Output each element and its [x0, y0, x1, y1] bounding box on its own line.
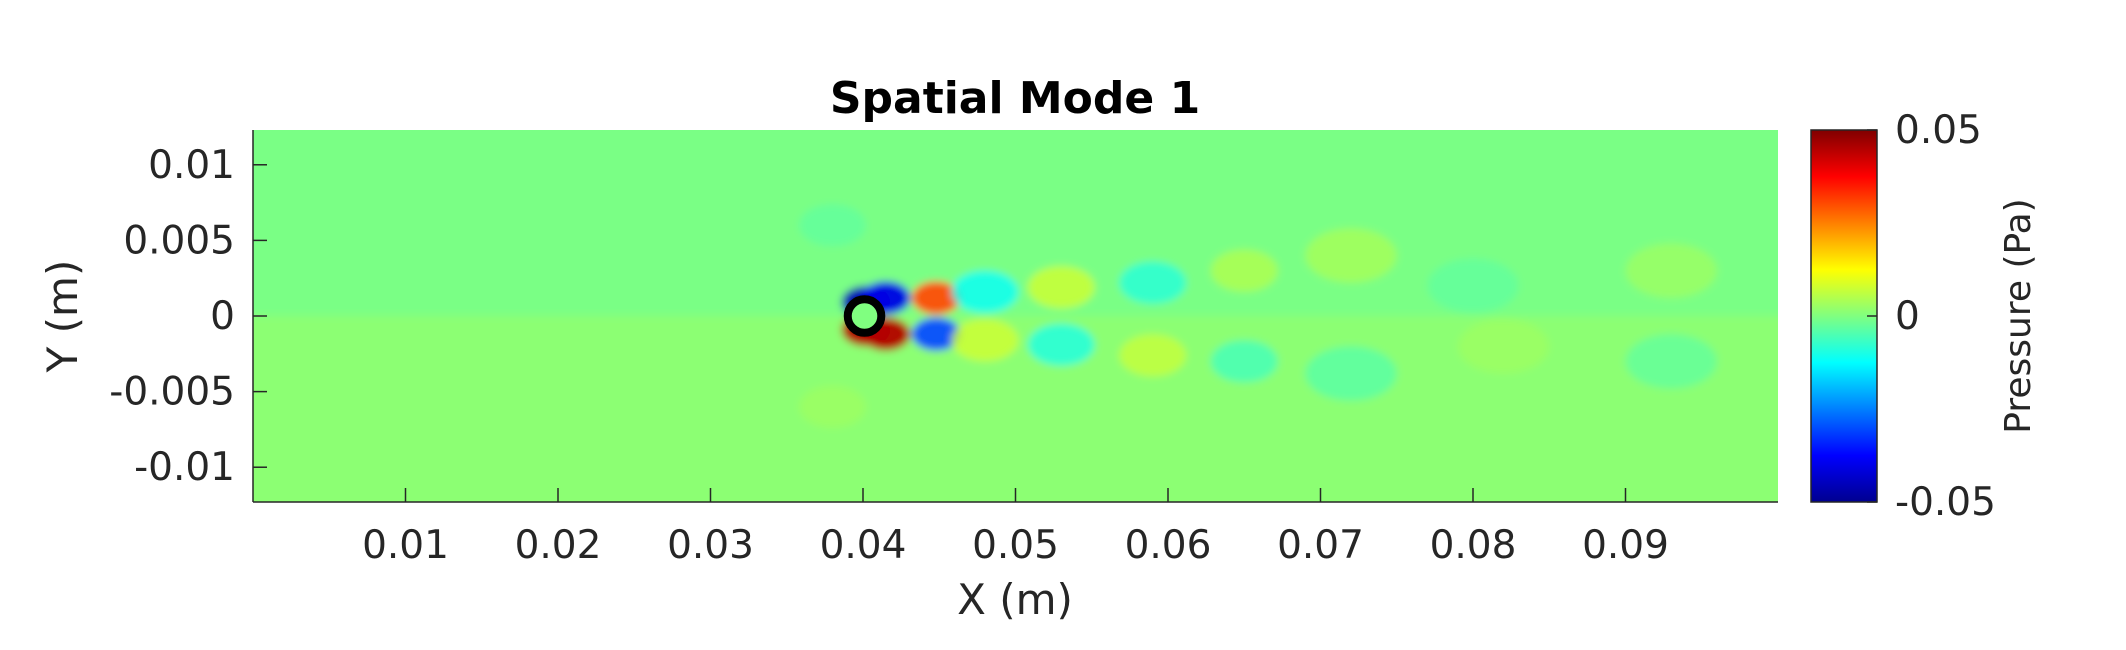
colorbar-ticks: 0.05 0 -0.05 [1867, 108, 1996, 525]
colorbar: 0.05 0 -0.05 Pressure (Pa) [1810, 108, 2039, 525]
field-feature [798, 204, 867, 247]
y-axis-label: Y (m) [38, 260, 87, 374]
x-ticks: 0.01 0.02 0.03 0.04 0.05 0.06 0.07 0.08 0.09 [362, 488, 1669, 568]
field-feature [911, 281, 961, 315]
field-feature [911, 317, 961, 351]
y-tick-label: 0 [210, 294, 235, 339]
field-feature [1210, 340, 1278, 383]
x-tick-label: 0.06 [1125, 523, 1212, 568]
field-feature [1027, 323, 1095, 366]
x-tick-label: 0.03 [667, 523, 754, 568]
y-tick-label: -0.005 [109, 370, 235, 415]
y-tick-label: 0.01 [148, 143, 235, 188]
field-feature [1625, 243, 1717, 298]
field-feature [1210, 249, 1278, 292]
chart-title: Spatial Mode 1 [830, 73, 1200, 124]
pressure-field [253, 130, 1778, 502]
field-feature [1119, 261, 1187, 304]
field-feature [951, 319, 1019, 362]
x-tick-label: 0.08 [1430, 523, 1517, 568]
x-tick-label: 0.07 [1277, 523, 1364, 568]
colorbar-tick-label: -0.05 [1895, 480, 1996, 525]
colorbar-tick-label: 0 [1895, 294, 1920, 339]
field-feature [1625, 334, 1717, 389]
plot-area [253, 130, 1778, 502]
x-tick-label: 0.09 [1582, 523, 1669, 568]
x-tick-label: 0.02 [515, 523, 602, 568]
x-tick-label: 0.04 [820, 523, 907, 568]
colorbar-label: Pressure (Pa) [1998, 198, 2039, 433]
field-feature [1027, 266, 1095, 309]
colorbar-tick-label: 0.05 [1895, 108, 1982, 153]
field-feature [1305, 228, 1397, 283]
field-feature [798, 385, 867, 428]
cylinder-layer [843, 295, 886, 337]
field-feature [1119, 334, 1187, 377]
y-ticks: 0.01 0.005 0 -0.005 -0.01 [109, 143, 267, 490]
field-feature [951, 270, 1019, 313]
x-axis-label: X (m) [957, 575, 1073, 624]
field-feature [1427, 258, 1519, 313]
y-tick-label: 0.005 [123, 218, 235, 263]
x-tick-label: 0.05 [972, 523, 1059, 568]
field-feature [1305, 346, 1397, 401]
colorbar-gradient [1810, 129, 1878, 503]
x-tick-label: 0.01 [362, 523, 449, 568]
cylinder-outline [843, 295, 886, 337]
field-feature [1457, 319, 1550, 374]
y-tick-label: -0.01 [134, 445, 235, 490]
